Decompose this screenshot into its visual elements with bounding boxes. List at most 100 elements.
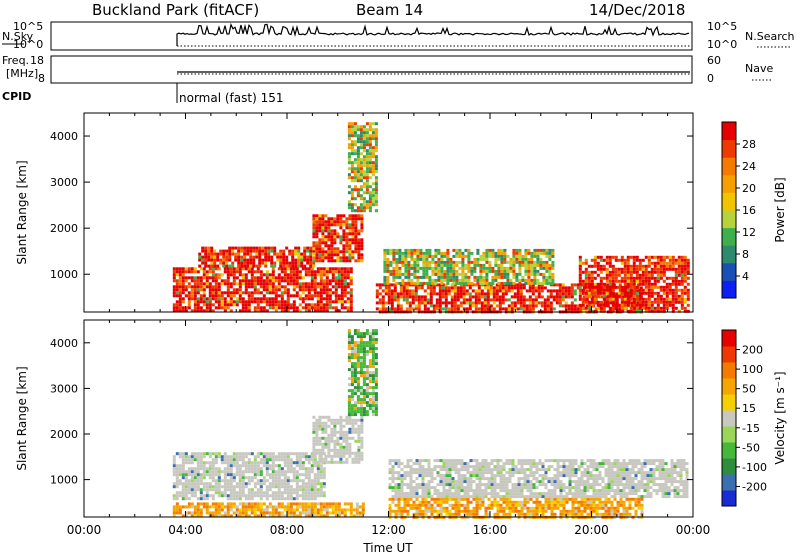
heatmap-cell (331, 505, 335, 509)
heatmap-cell (533, 275, 537, 279)
heatmap-cell (210, 249, 214, 253)
heatmap-cell (229, 461, 233, 465)
heatmap-cell (512, 281, 516, 285)
heatmap-cell (368, 125, 372, 129)
heatmap-cell (204, 249, 208, 253)
heatmap-cell (544, 497, 548, 501)
heatmap-cell (258, 249, 262, 253)
heatmap-cell (289, 306, 293, 310)
heatmap-cell (446, 281, 450, 285)
heatmap-cell (416, 275, 420, 279)
heatmap-cell (333, 217, 337, 221)
heatmap-cell (280, 514, 284, 518)
heatmap-cell (298, 303, 302, 307)
heatmap-cell (592, 497, 596, 501)
heatmap-cell (533, 281, 537, 285)
heatmap-cell (247, 300, 251, 304)
heatmap-cell (432, 304, 436, 308)
heatmap-cell (517, 512, 521, 516)
heatmap-cell (629, 309, 633, 313)
heatmap-cell (264, 252, 268, 256)
heatmap-cell (310, 276, 314, 280)
heatmap-cell (312, 460, 316, 464)
heatmap-cell (446, 266, 450, 270)
heatmap-cell (431, 266, 435, 270)
heatmap-cell (596, 255, 600, 259)
heatmap-cell (307, 267, 311, 271)
heatmap-cell (468, 304, 472, 308)
heatmap-cell (312, 226, 316, 230)
heatmap-cell (353, 185, 357, 189)
heatmap-cell (417, 298, 421, 302)
heatmap-cell (644, 285, 648, 289)
heatmap-cell (359, 347, 363, 351)
heatmap-cell (485, 275, 489, 279)
heatmap-cell (584, 309, 588, 313)
heatmap-cell (509, 269, 513, 273)
heatmap-cell (347, 332, 351, 336)
heatmap-cell (330, 247, 334, 251)
heatmap-cell (235, 464, 239, 468)
heatmap-cell (280, 458, 284, 462)
heatmap-cell (479, 269, 483, 273)
heatmap-cell (590, 270, 594, 274)
heatmap-cell (343, 285, 347, 289)
heatmap-cell (360, 229, 364, 233)
heatmap-cell (340, 285, 344, 289)
heatmap-cell (267, 252, 271, 256)
heatmap-cell (480, 295, 484, 299)
heatmap-cell (196, 505, 200, 509)
heatmap-cell (533, 266, 537, 270)
heatmap-cell (512, 269, 516, 273)
nave-tick-top: 60 (707, 54, 721, 67)
heatmap-cell (247, 502, 251, 506)
heatmap-cell (359, 335, 363, 339)
heatmap-cell (526, 500, 530, 504)
heatmap-cell (211, 464, 215, 468)
heatmap-cell (211, 452, 215, 456)
heatmap-cell (440, 257, 444, 261)
heatmap-cell (285, 255, 289, 259)
heatmap-cell (445, 497, 449, 501)
heatmap-cell (540, 304, 544, 308)
heatmap-cell (342, 247, 346, 251)
heatmap-cell (620, 285, 624, 289)
heatmap-cell (294, 258, 298, 262)
heatmap-cell (662, 258, 666, 262)
heatmap-cell (286, 309, 290, 313)
heatmap-cell (241, 461, 245, 465)
heatmap-cell (247, 306, 251, 310)
heatmap-cell (246, 246, 250, 250)
heatmap-cell (571, 509, 575, 513)
heatmap-cell (295, 488, 299, 492)
heatmap-cell (244, 452, 248, 456)
heatmap-cell (374, 395, 378, 399)
heatmap-cell (365, 140, 369, 144)
heatmap-cell (327, 454, 331, 458)
heatmap-cell (357, 439, 361, 443)
heatmap-cell (181, 285, 185, 289)
heatmap-cell (671, 294, 675, 298)
heatmap-cell (425, 257, 429, 261)
heatmap-cell (265, 455, 269, 459)
nsky-frame (50, 21, 693, 51)
heatmap-cell (286, 273, 290, 277)
heatmap-cell (365, 353, 369, 357)
heatmap-cell (199, 497, 203, 501)
heatmap-cell (324, 241, 328, 245)
heatmap-cell (199, 479, 203, 483)
heatmap-cell (343, 508, 347, 512)
heatmap-cell (295, 270, 299, 274)
heatmap-cell (193, 482, 197, 486)
heatmap-cell (353, 143, 357, 147)
heatmap-cell (411, 298, 415, 302)
heatmap-cell (362, 161, 366, 165)
heatmap-cell (662, 270, 666, 274)
heatmap-cell (213, 249, 217, 253)
heatmap-cell (464, 263, 468, 267)
heatmap-cell (241, 297, 245, 301)
heatmap-cell (298, 452, 302, 456)
heatmap-cell (356, 158, 360, 162)
heatmap-cell (226, 479, 230, 483)
heatmap-cell (265, 291, 269, 295)
